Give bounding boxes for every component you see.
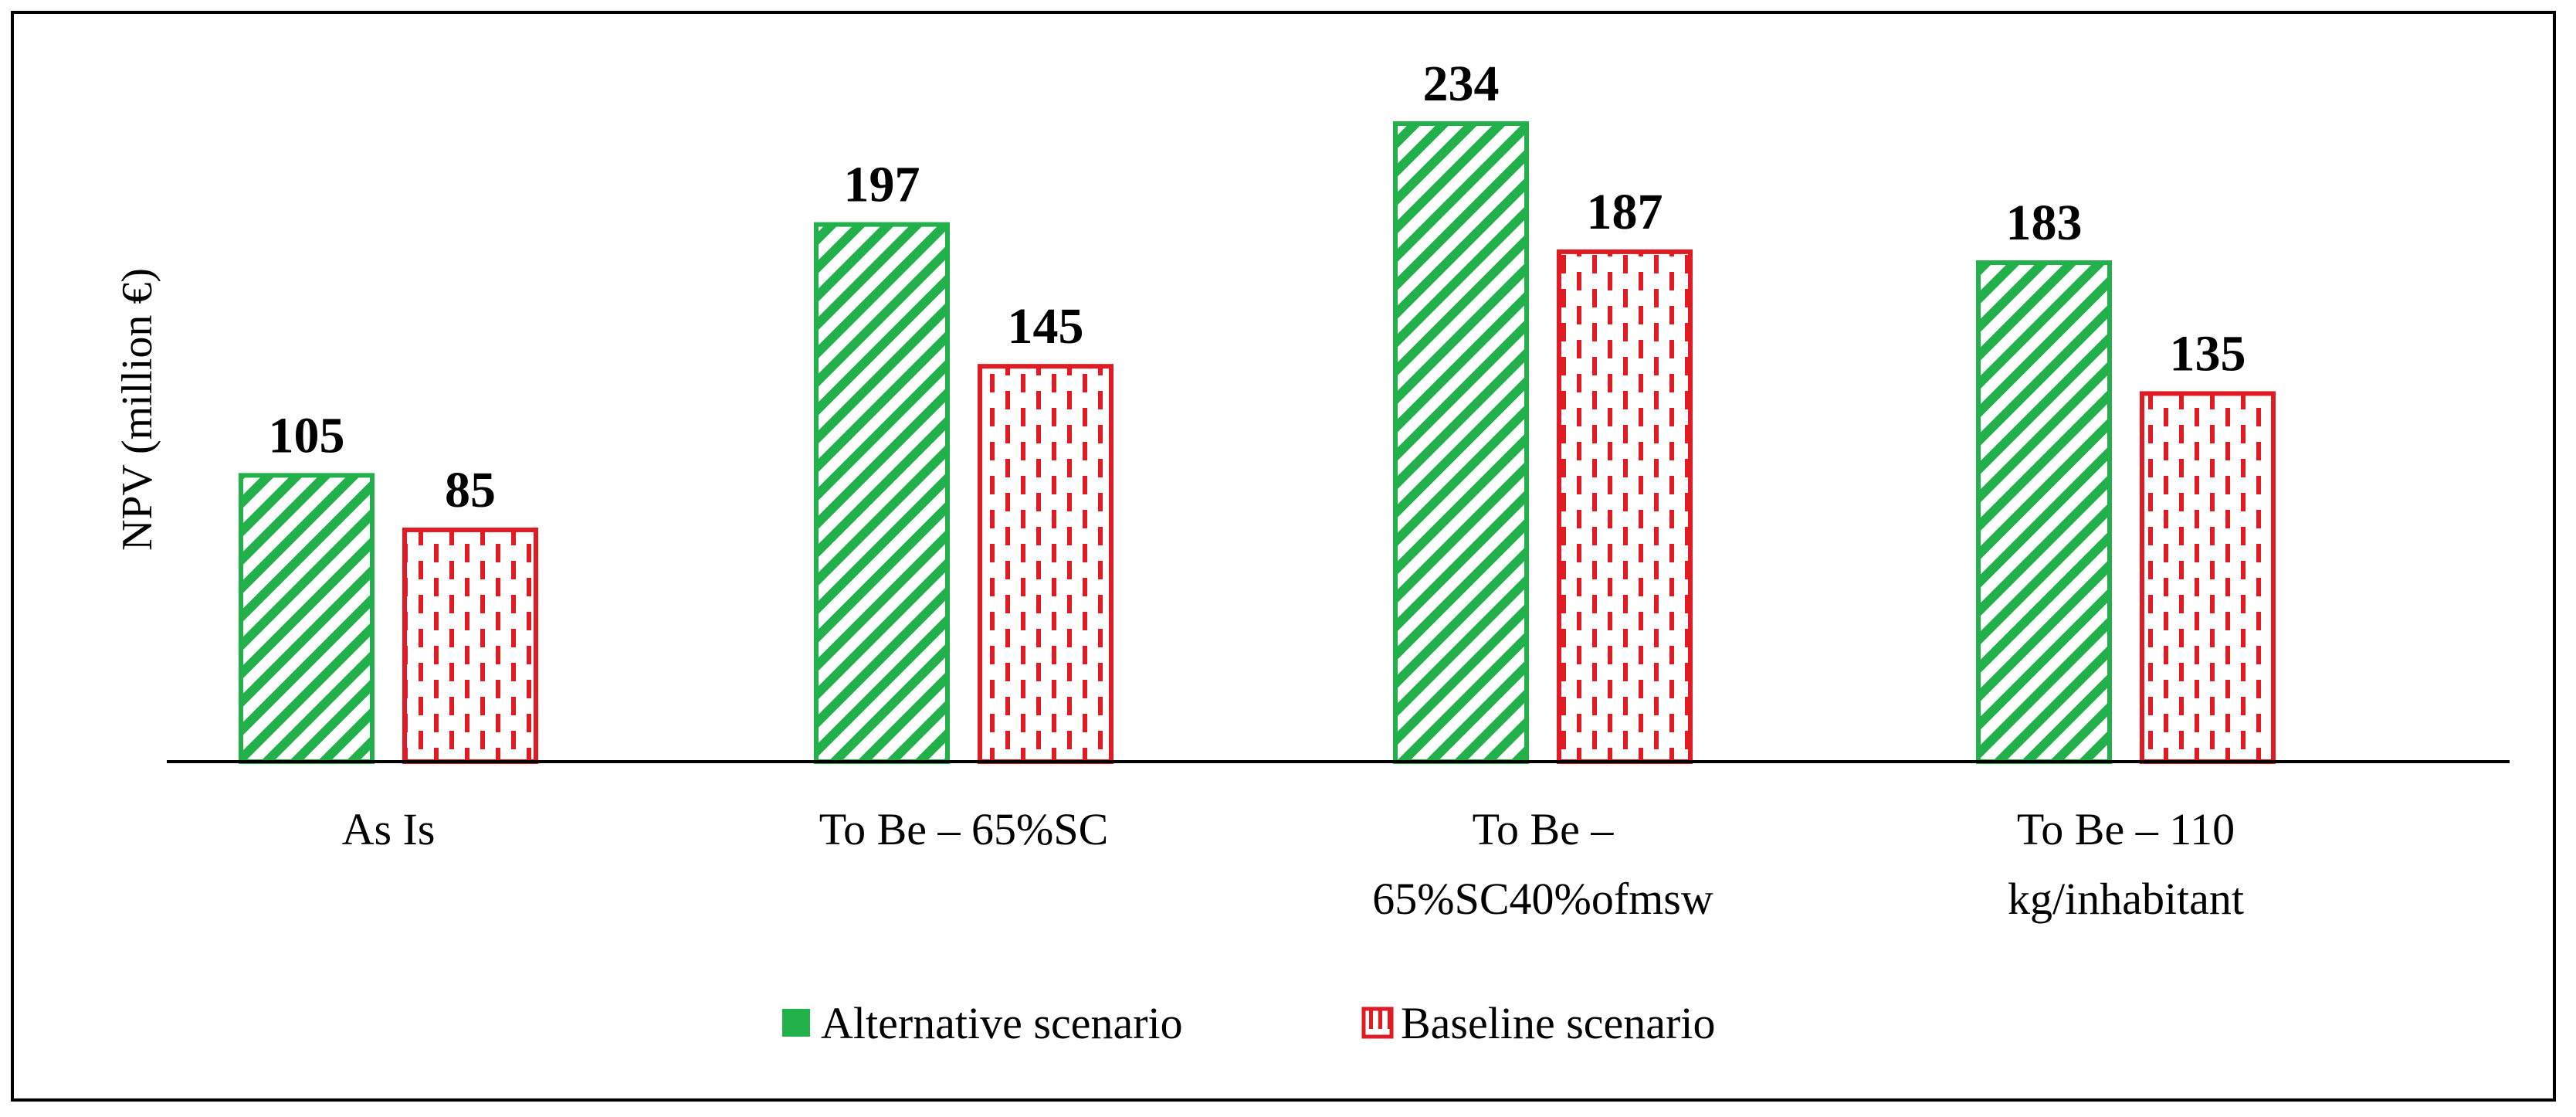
bars-layer (239, 121, 2276, 765)
category-label-2: To Be – 65%SC (819, 804, 1109, 854)
value-label-baseline-2: 145 (1008, 298, 1084, 355)
bar-alternative-4 (1976, 260, 2112, 764)
bar-baseline-2 (978, 364, 1113, 764)
value-label-alternative-4: 183 (2006, 195, 2083, 251)
category-label-4: To Be – 110 kg/inhabitant (2008, 804, 2244, 924)
bar-baseline-1 (402, 527, 538, 764)
bar-alternative-1 (239, 473, 375, 764)
bar-chart: NPV (million €) 10519723418385145187135 … (114, 56, 2510, 1048)
value-label-baseline-1: 85 (445, 462, 496, 518)
value-label-alternative-1: 105 (269, 407, 345, 463)
value-label-baseline-3: 187 (1587, 184, 1663, 240)
bar-baseline-3 (1557, 249, 1693, 764)
category-label-3: To Be –65%SC40%ofmsw (1372, 804, 1713, 924)
value-label-baseline-4: 135 (2170, 325, 2246, 382)
bar-baseline-4 (2140, 391, 2276, 764)
legend: Alternative scenario Baseline scenario (782, 998, 1715, 1048)
value-label-alternative-2: 197 (844, 157, 920, 213)
value-labels-layer: 105 197 234 183 85 145 187 135 (269, 56, 2246, 518)
category-label-1: As Is (342, 804, 436, 854)
category-labels-layer: As Is To Be – 65%SC To Be –65%SC40%ofmsw To… (342, 804, 2244, 924)
legend-swatch-baseline (1361, 1007, 1394, 1039)
legend-item-alternative: Alternative scenario (782, 998, 1183, 1048)
y-axis-label: NPV (million €) (114, 268, 161, 551)
legend-label-alternative: Alternative scenario (821, 998, 1183, 1048)
legend-item-baseline: Baseline scenario (1361, 998, 1715, 1048)
legend-swatch-alternative (782, 1009, 810, 1037)
legend-label-baseline: Baseline scenario (1401, 998, 1715, 1048)
value-label-alternative-3: 234 (1423, 56, 1500, 112)
chart-frame: NPV (million €) 105 197 234 183 85 145 187 135 … (11, 11, 2556, 1102)
bar-alternative-2 (814, 222, 950, 765)
bar-alternative-3 (1393, 121, 1529, 764)
